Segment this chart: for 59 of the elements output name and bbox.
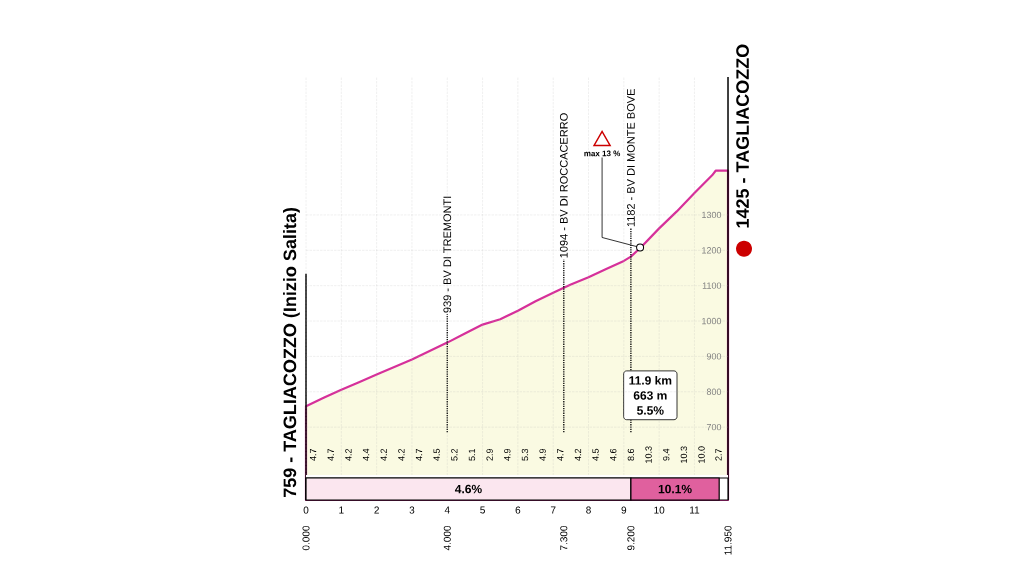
annotation: 4.2 [574, 448, 582, 461]
x-tick-label: 10 [654, 506, 665, 514]
annotation: 4.2 [380, 448, 387, 461]
x-tick-label: 1 [339, 506, 344, 514]
annotation: 10.3 [680, 446, 688, 463]
annotation: 4.9 [539, 448, 546, 461]
x-tick-label: 5 [480, 506, 485, 514]
annotation: 4.2 [345, 448, 352, 461]
annotation: 2.7 [715, 448, 722, 461]
x-tick-label: 11 [690, 506, 700, 514]
x-tick-label: 6 [515, 506, 521, 514]
annotation: 11.9 km [629, 375, 672, 385]
x-tick-label: 9 [621, 506, 627, 514]
x2-tick-label: 7.300 [560, 525, 568, 551]
annotation: 10.0 [698, 446, 705, 463]
annotation: 5.2 [451, 448, 458, 461]
annotation: 1425 - TAGLIACOZZO [736, 44, 749, 228]
ref-line-label: 1094 - BV DI ROCCACERRO [559, 113, 568, 258]
x-tick-label: 0 [303, 506, 309, 514]
x-tick-label: 4 [444, 506, 450, 514]
x2-tick-label: 11.950 [724, 525, 732, 555]
annotation: 4.7 [415, 448, 423, 461]
x-tick-label: 8 [586, 506, 591, 514]
annotation: 5.5% [637, 406, 664, 415]
annotation: max 13 % [584, 150, 621, 157]
annotation: 2.9 [486, 448, 493, 461]
x2-tick-label: 0.000 [302, 525, 310, 551]
x2-tick-label: 9.200 [627, 525, 635, 551]
x-tick-label: 7 [550, 506, 556, 514]
annotation: 8.6 [627, 448, 635, 461]
x-tick-label: 3 [409, 506, 415, 514]
annotation: 4.7 [557, 448, 564, 461]
y-tick-label: 900 [706, 353, 722, 360]
y-tick-label: 1200 [702, 247, 722, 254]
annotation: 10.3 [645, 446, 652, 463]
annotation: 5.3 [521, 448, 529, 461]
annotation: 4.7 [309, 448, 317, 461]
ref-line-label: 939 - BV DI TREMONTI [443, 196, 452, 313]
annotation: 4.5 [592, 448, 599, 461]
annotation: 4.9 [504, 448, 511, 461]
band-label: 10.1% [658, 484, 692, 494]
annotation: 4.7 [327, 448, 334, 461]
y-tick-label: 800 [706, 388, 722, 395]
annotation: 4.2 [398, 448, 405, 461]
y-tick-label: 1300 [702, 211, 722, 219]
band-label: 4.6% [454, 484, 482, 494]
y-tick-label: 1000 [702, 317, 722, 325]
annotation: 9.4 [663, 448, 670, 461]
y-tick-label: 1100 [702, 282, 722, 289]
y-tick-label: 700 [706, 423, 722, 431]
annotation: 4.6 [610, 448, 617, 461]
annotation: 663 m [633, 391, 667, 400]
annotation: 4.5 [433, 448, 440, 461]
annotation: 759 - TAGLIACOZZO (Inizio Salita) [283, 208, 300, 498]
x-tick-label: 2 [374, 506, 379, 514]
annotation: 4.4 [362, 448, 370, 461]
annotation: 5.1 [468, 448, 476, 461]
x2-tick-label: 4.000 [443, 525, 451, 551]
ref-line-label: 1182 - BV DI MONTE BOVE [627, 89, 635, 227]
